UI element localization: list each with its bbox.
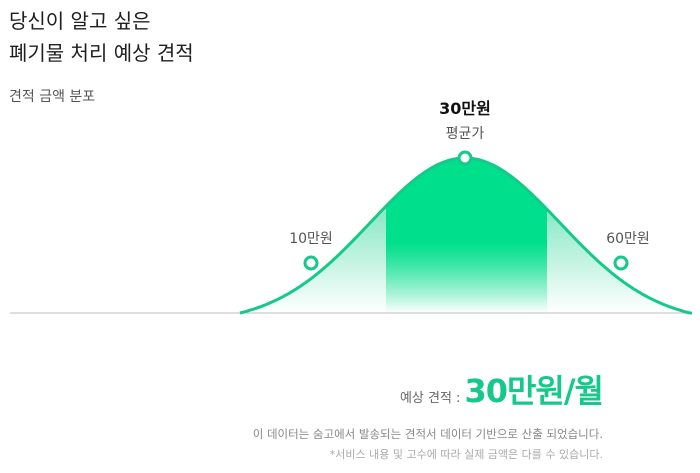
estimate-label: 예상 견적 : (399, 391, 461, 406)
low-price-marker (303, 255, 319, 271)
headline-line1: 당신이 알고 싶은 (9, 9, 151, 33)
estimate-summary: 예상 견적 : 30만원/월 (399, 370, 604, 412)
average-price-value: 30만원 (439, 99, 491, 118)
estimate-value: 30만원/월 (464, 372, 604, 410)
average-price-caption: 평균가 (446, 126, 485, 142)
high-price-marker (613, 255, 629, 271)
headline: 당신이 알고 싶은 폐기물 처리 예상 견적 (9, 5, 194, 69)
disclaimer-note: *서비스 내용 및 고수에 따라 실제 금액은 다를 수 있습니다. (329, 448, 603, 461)
average-range-area (386, 158, 547, 313)
distribution-chart: 10만원 30만원 평균가 60만원 (10, 99, 692, 315)
average-price-marker (457, 150, 473, 166)
distribution-title: 견적 금액 분포 (9, 89, 96, 105)
low-price-label: 10만원 (289, 231, 333, 247)
headline-line2: 폐기물 처리 예상 견적 (9, 41, 194, 65)
high-price-label: 60만원 (606, 231, 650, 247)
data-source-note: 이 데이터는 숨고에서 발송되는 견적서 데이터 기반으로 산출 되었습니다. (252, 427, 603, 441)
